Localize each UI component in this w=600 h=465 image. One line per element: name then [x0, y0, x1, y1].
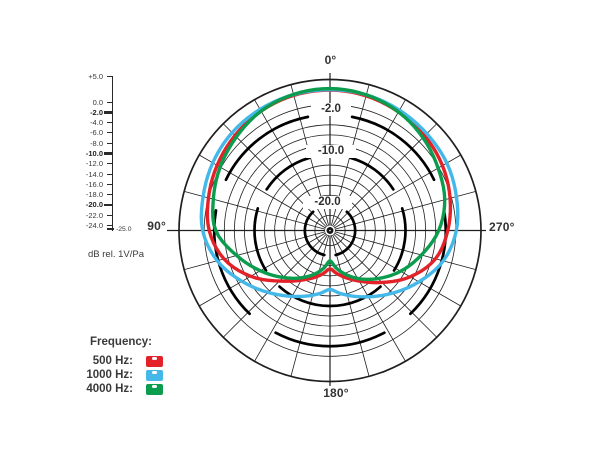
scale-end-tick — [106, 228, 114, 231]
scale-tick-label: -20.0 — [85, 200, 103, 210]
scale-tick-label: -2.0 — [90, 107, 103, 117]
angle-label-180: 180° — [323, 386, 349, 400]
scale-tick — [107, 122, 113, 124]
scale-tick-label: -6.0 — [90, 128, 103, 138]
scale-tick-bold — [103, 111, 113, 114]
scale-tick — [107, 76, 113, 77]
scale-tick — [107, 142, 113, 144]
scale-tick-label: +5.0 — [88, 72, 103, 81]
scale-tick-bold — [103, 152, 113, 155]
curve-1000hz — [199, 87, 460, 299]
ring-label-minus10: -10.0 — [306, 145, 356, 158]
bold-ring--20db — [303, 210, 357, 257]
scale-tick — [107, 163, 113, 165]
scale-tick-label: -14.0 — [85, 169, 103, 179]
outer-circle — [178, 78, 482, 383]
scale-tick-label: -22.0 — [85, 210, 103, 220]
scale-tick-label: -24.0 — [85, 220, 103, 230]
scale-tick-label: -10.0 — [85, 149, 103, 158]
angle-label-0: 0° — [324, 53, 337, 67]
scale-tick — [107, 183, 113, 185]
center-hub — [324, 225, 336, 236]
scale-tick-label: -4.0 — [90, 118, 103, 128]
scale-tick-label: -16.0 — [85, 179, 103, 189]
ring-label-minus20: -20.0 — [303, 196, 352, 209]
radial-unit-label: dB rel. 1V/Pa — [88, 249, 144, 260]
scale-tick-label: -12.0 — [85, 159, 103, 169]
scale-tick-label: -8.0 — [90, 138, 103, 148]
angle-label-90: 90° — [147, 219, 166, 233]
scale-tick-label: 0.0 — [92, 97, 103, 107]
scale-tick — [107, 173, 113, 175]
curve-500hz — [205, 88, 453, 285]
scale-tick — [107, 132, 113, 134]
scale-tick-label: -18.0 — [85, 190, 103, 200]
curve-4000hz — [211, 86, 447, 282]
scale-tick — [107, 101, 113, 103]
scale-tick-bold — [103, 203, 113, 207]
ring-label-minus2: -2.0 — [311, 103, 351, 116]
scale-tick — [107, 214, 113, 216]
scale-end-label: -25.0 — [116, 225, 132, 233]
scale-tick — [107, 224, 113, 226]
angle-label-270: 270° — [489, 220, 515, 234]
scale-tick — [107, 194, 113, 196]
